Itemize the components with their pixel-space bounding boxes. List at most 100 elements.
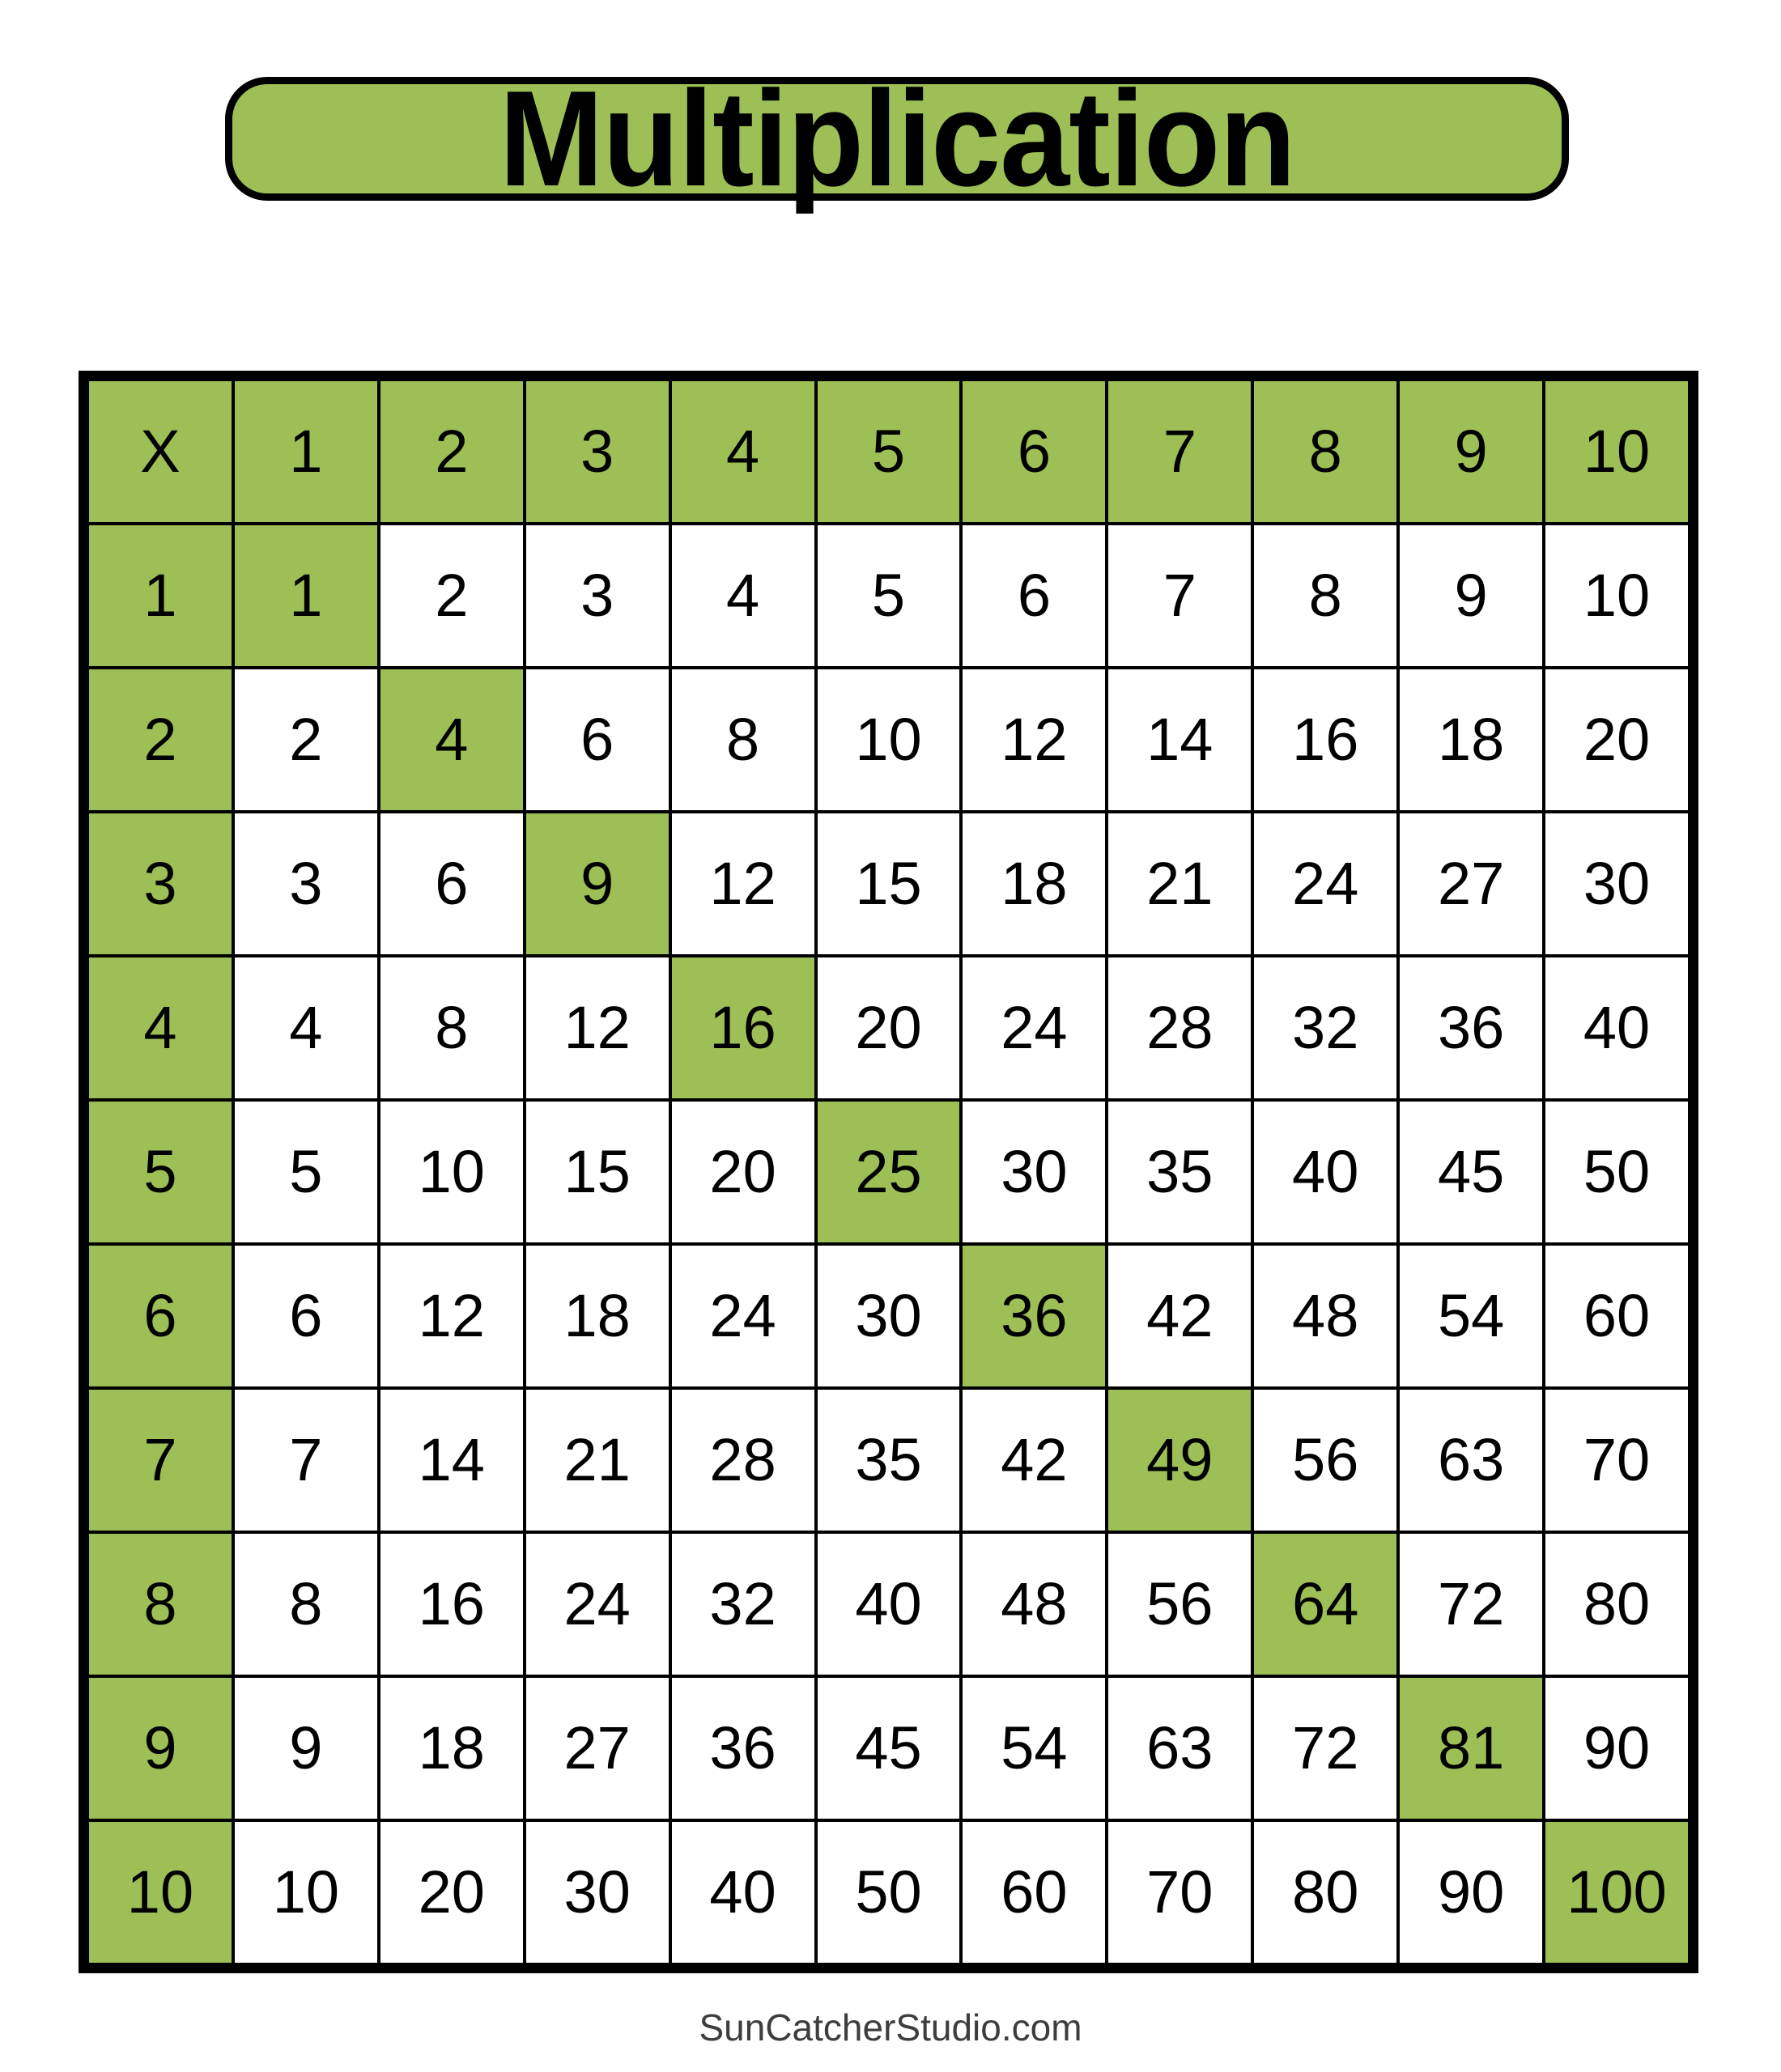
cell-4x8: 32 bbox=[1251, 954, 1401, 1102]
cell-2x5: 10 bbox=[814, 666, 963, 813]
row-header-6: 6 bbox=[86, 1242, 235, 1390]
table-row: 5 5 10 15 20 25 30 35 40 45 50 bbox=[86, 1098, 1691, 1246]
cell-2x2: 4 bbox=[376, 666, 526, 813]
cell-10x3: 30 bbox=[522, 1819, 672, 1966]
cell-7x9: 63 bbox=[1396, 1386, 1546, 1534]
cell-8x4: 32 bbox=[668, 1531, 818, 1678]
cell-5x8: 40 bbox=[1251, 1098, 1401, 1246]
cell-7x7: 49 bbox=[1105, 1386, 1255, 1534]
cell-8x8: 64 bbox=[1251, 1531, 1401, 1678]
cell-6x6: 36 bbox=[959, 1242, 1109, 1390]
cell-8x3: 24 bbox=[522, 1531, 672, 1678]
row-header-3: 3 bbox=[86, 810, 235, 957]
page-title: Multiplication bbox=[499, 62, 1295, 214]
cell-7x2: 14 bbox=[376, 1386, 526, 1534]
cell-7x6: 42 bbox=[959, 1386, 1109, 1534]
cell-5x3: 15 bbox=[522, 1098, 672, 1246]
cell-6x4: 24 bbox=[668, 1242, 818, 1390]
cell-4x10: 40 bbox=[1542, 954, 1691, 1102]
cell-9x7: 63 bbox=[1105, 1675, 1255, 1822]
cell-10x10: 100 bbox=[1542, 1819, 1691, 1966]
cell-2x7: 14 bbox=[1105, 666, 1255, 813]
cell-2x1: 2 bbox=[231, 666, 380, 813]
cell-4x1: 4 bbox=[231, 954, 380, 1102]
cell-4x7: 28 bbox=[1105, 954, 1255, 1102]
cell-1x10: 10 bbox=[1542, 522, 1691, 669]
cell-3x8: 24 bbox=[1251, 810, 1401, 957]
column-header-10: 10 bbox=[1542, 378, 1691, 525]
cell-8x5: 40 bbox=[814, 1531, 963, 1678]
cell-10x1: 10 bbox=[231, 1819, 380, 1966]
cell-7x3: 21 bbox=[522, 1386, 672, 1534]
cell-1x5: 5 bbox=[814, 522, 963, 669]
cell-7x4: 28 bbox=[668, 1386, 818, 1534]
cell-6x10: 60 bbox=[1542, 1242, 1691, 1390]
row-header-5: 5 bbox=[86, 1098, 235, 1246]
cell-5x10: 50 bbox=[1542, 1098, 1691, 1246]
row-header-4: 4 bbox=[86, 954, 235, 1102]
multiplication-table-container: X 1 2 3 4 5 6 7 8 9 10 1 1 2 3 4 5 6 7 8 9 10 2 2 4 6 8 10 12 14 16 18… bbox=[79, 371, 1698, 1973]
cell-7x5: 35 bbox=[814, 1386, 963, 1534]
cell-1x4: 4 bbox=[668, 522, 818, 669]
cell-10x4: 40 bbox=[668, 1819, 818, 1966]
cell-8x9: 72 bbox=[1396, 1531, 1546, 1678]
cell-4x3: 12 bbox=[522, 954, 672, 1102]
cell-4x5: 20 bbox=[814, 954, 963, 1102]
title-banner: Multiplication bbox=[225, 62, 1569, 214]
cell-4x4: 16 bbox=[668, 954, 818, 1102]
cell-3x3: 9 bbox=[522, 810, 672, 957]
row-header-10: 10 bbox=[86, 1819, 235, 1966]
cell-6x8: 48 bbox=[1251, 1242, 1401, 1390]
cell-3x4: 12 bbox=[668, 810, 818, 957]
multiplication-table: X 1 2 3 4 5 6 7 8 9 10 1 1 2 3 4 5 6 7 8 9 10 2 2 4 6 8 10 12 14 16 18… bbox=[86, 378, 1691, 1966]
table-row: 10 10 20 30 40 50 60 70 80 90 100 bbox=[86, 1819, 1691, 1966]
table-row: 9 9 18 27 36 45 54 63 72 81 90 bbox=[86, 1675, 1691, 1822]
cell-5x2: 10 bbox=[376, 1098, 526, 1246]
cell-3x1: 3 bbox=[231, 810, 380, 957]
cell-5x6: 30 bbox=[959, 1098, 1109, 1246]
column-header-6: 6 bbox=[959, 378, 1109, 525]
cell-2x3: 6 bbox=[522, 666, 672, 813]
cell-10x8: 80 bbox=[1251, 1819, 1401, 1966]
cell-1x6: 6 bbox=[959, 522, 1109, 669]
cell-5x4: 20 bbox=[668, 1098, 818, 1246]
column-header-5: 5 bbox=[814, 378, 963, 525]
table-row: 8 8 16 24 32 40 48 56 64 72 80 bbox=[86, 1531, 1691, 1678]
cell-5x9: 45 bbox=[1396, 1098, 1546, 1246]
column-header-7: 7 bbox=[1105, 378, 1255, 525]
cell-5x5: 25 bbox=[814, 1098, 963, 1246]
cell-10x7: 70 bbox=[1105, 1819, 1255, 1966]
cell-2x4: 8 bbox=[668, 666, 818, 813]
column-header-4: 4 bbox=[668, 378, 818, 525]
cell-9x2: 18 bbox=[376, 1675, 526, 1822]
cell-4x2: 8 bbox=[376, 954, 526, 1102]
cell-4x9: 36 bbox=[1396, 954, 1546, 1102]
cell-9x10: 90 bbox=[1542, 1675, 1691, 1822]
column-header-9: 9 bbox=[1396, 378, 1546, 525]
cell-3x7: 21 bbox=[1105, 810, 1255, 957]
cell-9x1: 9 bbox=[231, 1675, 380, 1822]
cell-3x5: 15 bbox=[814, 810, 963, 957]
table-header: X 1 2 3 4 5 6 7 8 9 10 bbox=[86, 378, 1691, 525]
table-corner-label: X bbox=[86, 378, 235, 525]
column-header-1: 1 bbox=[231, 378, 380, 525]
cell-3x10: 30 bbox=[1542, 810, 1691, 957]
cell-6x3: 18 bbox=[522, 1242, 672, 1390]
row-header-7: 7 bbox=[86, 1386, 235, 1534]
table-body: 1 1 2 3 4 5 6 7 8 9 10 2 2 4 6 8 10 12 14 16 18 20 3 3 6 9 12 15 18 2… bbox=[86, 522, 1691, 1966]
cell-10x6: 60 bbox=[959, 1819, 1109, 1966]
cell-6x5: 30 bbox=[814, 1242, 963, 1390]
cell-2x9: 18 bbox=[1396, 666, 1546, 813]
cell-10x5: 50 bbox=[814, 1819, 963, 1966]
footer-credit: SunCatcherStudio.com bbox=[699, 2006, 1082, 2049]
cell-1x7: 7 bbox=[1105, 522, 1255, 669]
cell-4x6: 24 bbox=[959, 954, 1109, 1102]
cell-3x9: 27 bbox=[1396, 810, 1546, 957]
column-header-3: 3 bbox=[522, 378, 672, 525]
cell-2x8: 16 bbox=[1251, 666, 1401, 813]
cell-1x9: 9 bbox=[1396, 522, 1546, 669]
table-row: 4 4 8 12 16 20 24 28 32 36 40 bbox=[86, 954, 1691, 1102]
cell-6x7: 42 bbox=[1105, 1242, 1255, 1390]
cell-6x2: 12 bbox=[376, 1242, 526, 1390]
table-row: 3 3 6 9 12 15 18 21 24 27 30 bbox=[86, 810, 1691, 957]
